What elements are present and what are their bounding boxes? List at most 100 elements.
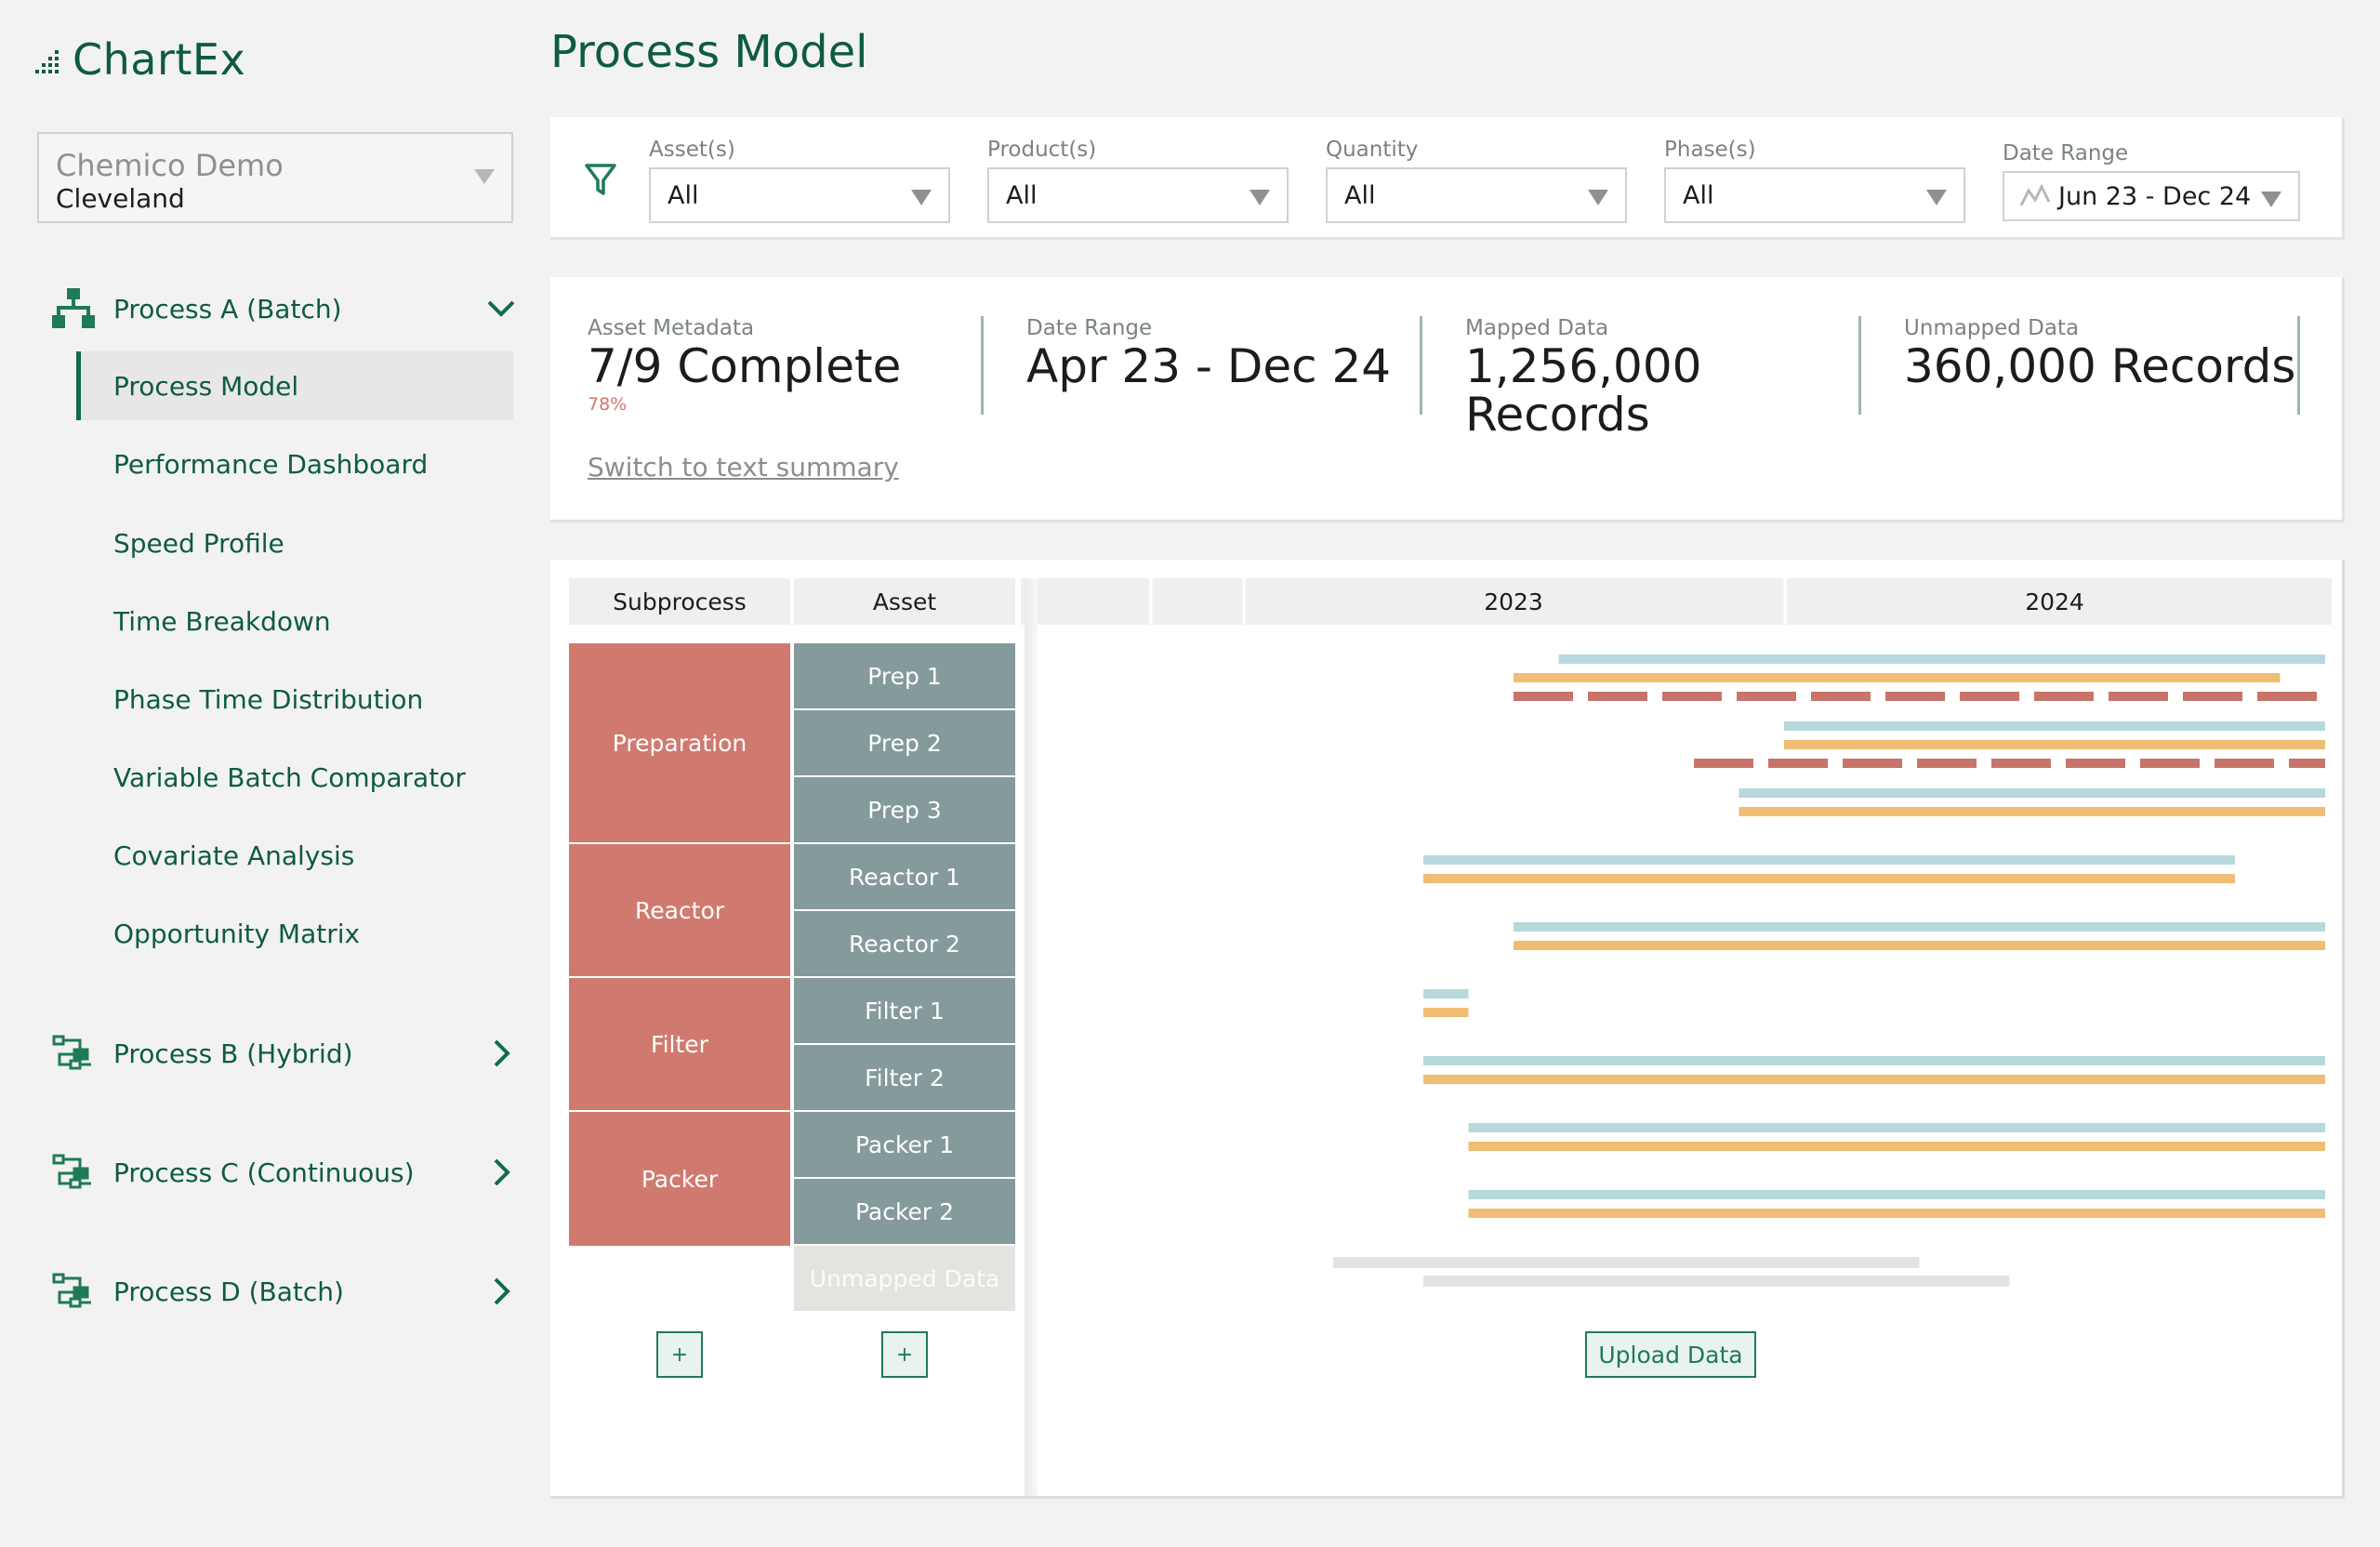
asset-packer-2[interactable]: Packer 2: [794, 1179, 1015, 1244]
timeline-bar-segment[interactable]: [2034, 692, 2094, 701]
timeline-bar-segment[interactable]: [1991, 759, 2051, 768]
timeline-bar-orange[interactable]: [1468, 1209, 2326, 1218]
timeline-bar-segment[interactable]: [2183, 692, 2242, 701]
timeline-bar-segment[interactable]: [2109, 692, 2168, 701]
timeline-bar-segment[interactable]: [1588, 692, 1647, 701]
timeline-bar-orange[interactable]: [1739, 807, 2326, 816]
timeline-bar-segment[interactable]: [2257, 692, 2317, 701]
add-asset-button[interactable]: +: [881, 1331, 928, 1378]
organization-select[interactable]: Chemico Demo Cleveland: [37, 132, 513, 223]
filter-label: Phase(s): [1664, 138, 1756, 162]
switch-to-text-summary-link[interactable]: Switch to text summary: [588, 452, 899, 483]
process-d-header[interactable]: Process D (Batch): [52, 1263, 517, 1319]
nav-label: Process Model: [113, 370, 299, 402]
quantity-select[interactable]: All: [1326, 167, 1627, 223]
app-logo[interactable]: ChartEx: [35, 33, 245, 86]
timeline-bar-segment[interactable]: [1885, 692, 1945, 701]
subprocess-filter[interactable]: Filter: [569, 978, 790, 1112]
nav-phase-time-distribution[interactable]: Phase Time Distribution: [76, 665, 513, 734]
upload-data-button[interactable]: Upload Data: [1585, 1331, 1756, 1378]
asset-prep-1[interactable]: Prep 1: [794, 643, 1015, 708]
timeline-bar-blue[interactable]: [1739, 788, 2326, 798]
timeline-bar-gray[interactable]: [1423, 1276, 2010, 1287]
timeline-bar-segment[interactable]: [1960, 692, 2019, 701]
timeline-bar-segment[interactable]: [1843, 759, 1902, 768]
subprocess-reactor[interactable]: Reactor: [569, 844, 790, 978]
asset-filter-1[interactable]: Filter 1: [794, 978, 1015, 1043]
timeline-bar-segment[interactable]: [2289, 759, 2325, 768]
nav-label: Phase Time Distribution: [113, 683, 424, 715]
timeline-bar-orange[interactable]: [1784, 740, 2325, 749]
chevron-right-icon[interactable]: [485, 1157, 517, 1188]
nav-speed-profile[interactable]: Speed Profile: [76, 509, 513, 577]
timeline-bar-segment[interactable]: [1694, 759, 1753, 768]
org-name: Chemico Demo: [56, 148, 284, 183]
asset-select[interactable]: All: [649, 167, 950, 223]
timeline-bar-segment[interactable]: [1917, 759, 1977, 768]
timeline-bar-orange[interactable]: [1423, 1008, 1469, 1017]
filter-funnel-icon[interactable]: [584, 162, 617, 199]
select-value: All: [1344, 180, 1376, 210]
nav-time-breakdown[interactable]: Time Breakdown: [76, 587, 513, 655]
timeline-bar-orange[interactable]: [1514, 673, 2281, 682]
asset-packer-1[interactable]: Packer 1: [794, 1112, 1015, 1177]
timeline-bar-segment[interactable]: [1737, 692, 1796, 701]
process-c-header[interactable]: Process C (Continuous): [52, 1144, 517, 1200]
nav-process-model[interactable]: Process Model: [76, 351, 513, 420]
process-b-header[interactable]: Process B (Hybrid): [52, 1025, 517, 1081]
subprocess-label: Preparation: [612, 729, 747, 757]
nav-performance-dashboard[interactable]: Performance Dashboard: [76, 430, 513, 498]
timeline-bar-orange[interactable]: [1423, 1075, 2325, 1084]
asset-reactor-1[interactable]: Reactor 1: [794, 844, 1015, 909]
timeline-bar-orange[interactable]: [1514, 941, 2325, 950]
subprocess-packer[interactable]: Packer: [569, 1112, 790, 1246]
chevron-right-icon[interactable]: [485, 1038, 517, 1069]
chevron-right-icon[interactable]: [485, 1276, 517, 1307]
asset-reactor-2[interactable]: Reactor 2: [794, 911, 1015, 976]
nav-covariate-analysis[interactable]: Covariate Analysis: [76, 821, 513, 890]
hierarchy-icon: [52, 288, 95, 328]
asset-filter-2[interactable]: Filter 2: [794, 1045, 1015, 1110]
date-range-select[interactable]: Jun 23 - Dec 24: [2003, 171, 2300, 221]
select-value: Jun 23 - Dec 24: [2058, 181, 2252, 211]
phase-select[interactable]: All: [1664, 167, 1965, 223]
metric-value: Apr 23 - Dec 24: [1026, 339, 1392, 393]
timeline-bar-segment[interactable]: [1768, 759, 1828, 768]
timeline-bar-blue[interactable]: [1514, 922, 2325, 932]
timeline-bar-orange[interactable]: [1423, 874, 2235, 883]
nav-variable-batch-comparator[interactable]: Variable Batch Comparator: [76, 743, 513, 812]
timeline-bar-segment[interactable]: [2140, 759, 2200, 768]
asset-prep-2[interactable]: Prep 2: [794, 710, 1015, 775]
asset-prep-3[interactable]: Prep 3: [794, 777, 1015, 842]
timeline-bar-segment[interactable]: [2215, 759, 2274, 768]
process-flow-icon: [52, 1273, 91, 1308]
timeline-bar-blue[interactable]: [1784, 721, 2325, 731]
metric-label: Date Range: [1026, 316, 1153, 340]
timeline-bar-blue[interactable]: [1468, 1190, 2326, 1199]
dropdown-caret-icon: [1926, 190, 1947, 205]
quantity-filter: Quantity All: [1326, 138, 1627, 223]
timeline-bar-orange[interactable]: [1468, 1142, 2326, 1151]
chevron-down-icon[interactable]: [485, 293, 517, 324]
timeline-bar-gray[interactable]: [1333, 1257, 1920, 1268]
timeline-bar-blue[interactable]: [1423, 1056, 2325, 1065]
product-select[interactable]: All: [987, 167, 1289, 223]
timeline-bar-segment[interactable]: [1662, 692, 1722, 701]
timeline-bar-segment[interactable]: [2066, 759, 2125, 768]
timeline-bar-blue[interactable]: [1423, 855, 2235, 865]
process-b-label: Process B (Hybrid): [113, 1038, 353, 1069]
timeline-bar-blue[interactable]: [1468, 1123, 2326, 1132]
timeline-bar-blue[interactable]: [1558, 654, 2326, 664]
subprocess-label: Filter: [651, 1030, 708, 1058]
timeline-bar-blue[interactable]: [1423, 989, 1469, 998]
asset-unmapped-data[interactable]: Unmapped Data: [794, 1246, 1015, 1311]
add-subprocess-button[interactable]: +: [656, 1331, 703, 1378]
nav-opportunity-matrix[interactable]: Opportunity Matrix: [76, 899, 513, 968]
process-a-header[interactable]: Process A (Batch): [52, 281, 517, 337]
column-divider: [1025, 578, 1038, 1496]
nav-label: Speed Profile: [113, 527, 284, 559]
timeline-bar-segment[interactable]: [1811, 692, 1871, 701]
process-model-chart: Subprocess Asset 2023 2024 Preparation Re…: [550, 560, 2345, 1499]
subprocess-preparation[interactable]: Preparation: [569, 643, 790, 844]
timeline-bar-segment[interactable]: [1514, 692, 1573, 701]
